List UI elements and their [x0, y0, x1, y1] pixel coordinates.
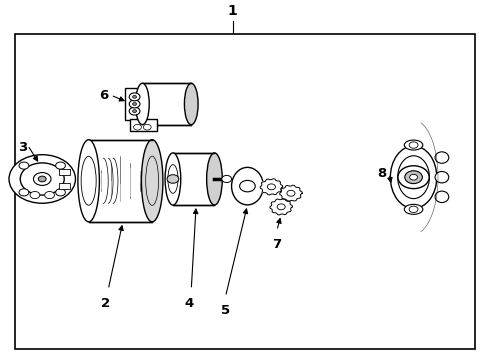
Circle shape [129, 93, 140, 101]
Bar [15, 34, 475, 348]
Text: 2: 2 [101, 297, 110, 310]
Circle shape [20, 163, 64, 195]
Text: 1: 1 [228, 4, 238, 18]
Circle shape [129, 100, 140, 108]
Circle shape [409, 142, 418, 148]
Circle shape [167, 175, 179, 183]
Text: 8: 8 [377, 167, 387, 180]
Circle shape [222, 175, 232, 183]
Ellipse shape [165, 153, 181, 205]
Ellipse shape [136, 83, 149, 125]
Text: 3: 3 [18, 141, 27, 154]
Circle shape [133, 95, 137, 98]
Circle shape [30, 192, 40, 199]
Circle shape [398, 166, 429, 189]
Circle shape [144, 124, 151, 130]
Circle shape [277, 204, 285, 210]
Circle shape [287, 190, 295, 196]
Ellipse shape [404, 140, 423, 150]
Text: 6: 6 [99, 89, 108, 102]
Ellipse shape [404, 204, 423, 214]
Circle shape [19, 162, 29, 169]
Circle shape [268, 184, 275, 190]
Ellipse shape [391, 146, 437, 208]
Circle shape [38, 176, 46, 182]
Circle shape [240, 180, 255, 192]
Circle shape [19, 189, 29, 196]
Text: 7: 7 [272, 238, 281, 251]
Bar [59, 183, 70, 189]
Bar [89, 140, 152, 222]
Ellipse shape [146, 156, 159, 206]
Circle shape [410, 174, 417, 180]
Ellipse shape [435, 171, 449, 183]
Circle shape [33, 172, 51, 185]
Ellipse shape [435, 191, 449, 203]
Ellipse shape [207, 153, 222, 205]
Ellipse shape [78, 140, 99, 222]
Circle shape [9, 155, 75, 203]
Circle shape [133, 110, 137, 113]
Bar [130, 120, 157, 131]
Bar [125, 88, 144, 120]
Circle shape [56, 189, 66, 196]
Circle shape [129, 107, 140, 115]
Polygon shape [260, 179, 283, 195]
Ellipse shape [398, 156, 429, 199]
Ellipse shape [232, 167, 263, 205]
Bar [143, 83, 191, 125]
Polygon shape [270, 199, 293, 215]
Ellipse shape [435, 152, 449, 163]
Bar [173, 153, 215, 205]
Ellipse shape [142, 140, 163, 222]
Ellipse shape [81, 156, 96, 205]
Text: 5: 5 [221, 304, 230, 317]
Circle shape [133, 103, 137, 105]
Polygon shape [280, 185, 302, 201]
Circle shape [405, 171, 422, 184]
Circle shape [45, 192, 54, 199]
Ellipse shape [184, 83, 198, 125]
Circle shape [56, 162, 66, 169]
Circle shape [134, 124, 142, 130]
Bar [59, 169, 70, 175]
Text: 4: 4 [184, 297, 194, 310]
Circle shape [409, 206, 418, 212]
Ellipse shape [168, 165, 178, 193]
